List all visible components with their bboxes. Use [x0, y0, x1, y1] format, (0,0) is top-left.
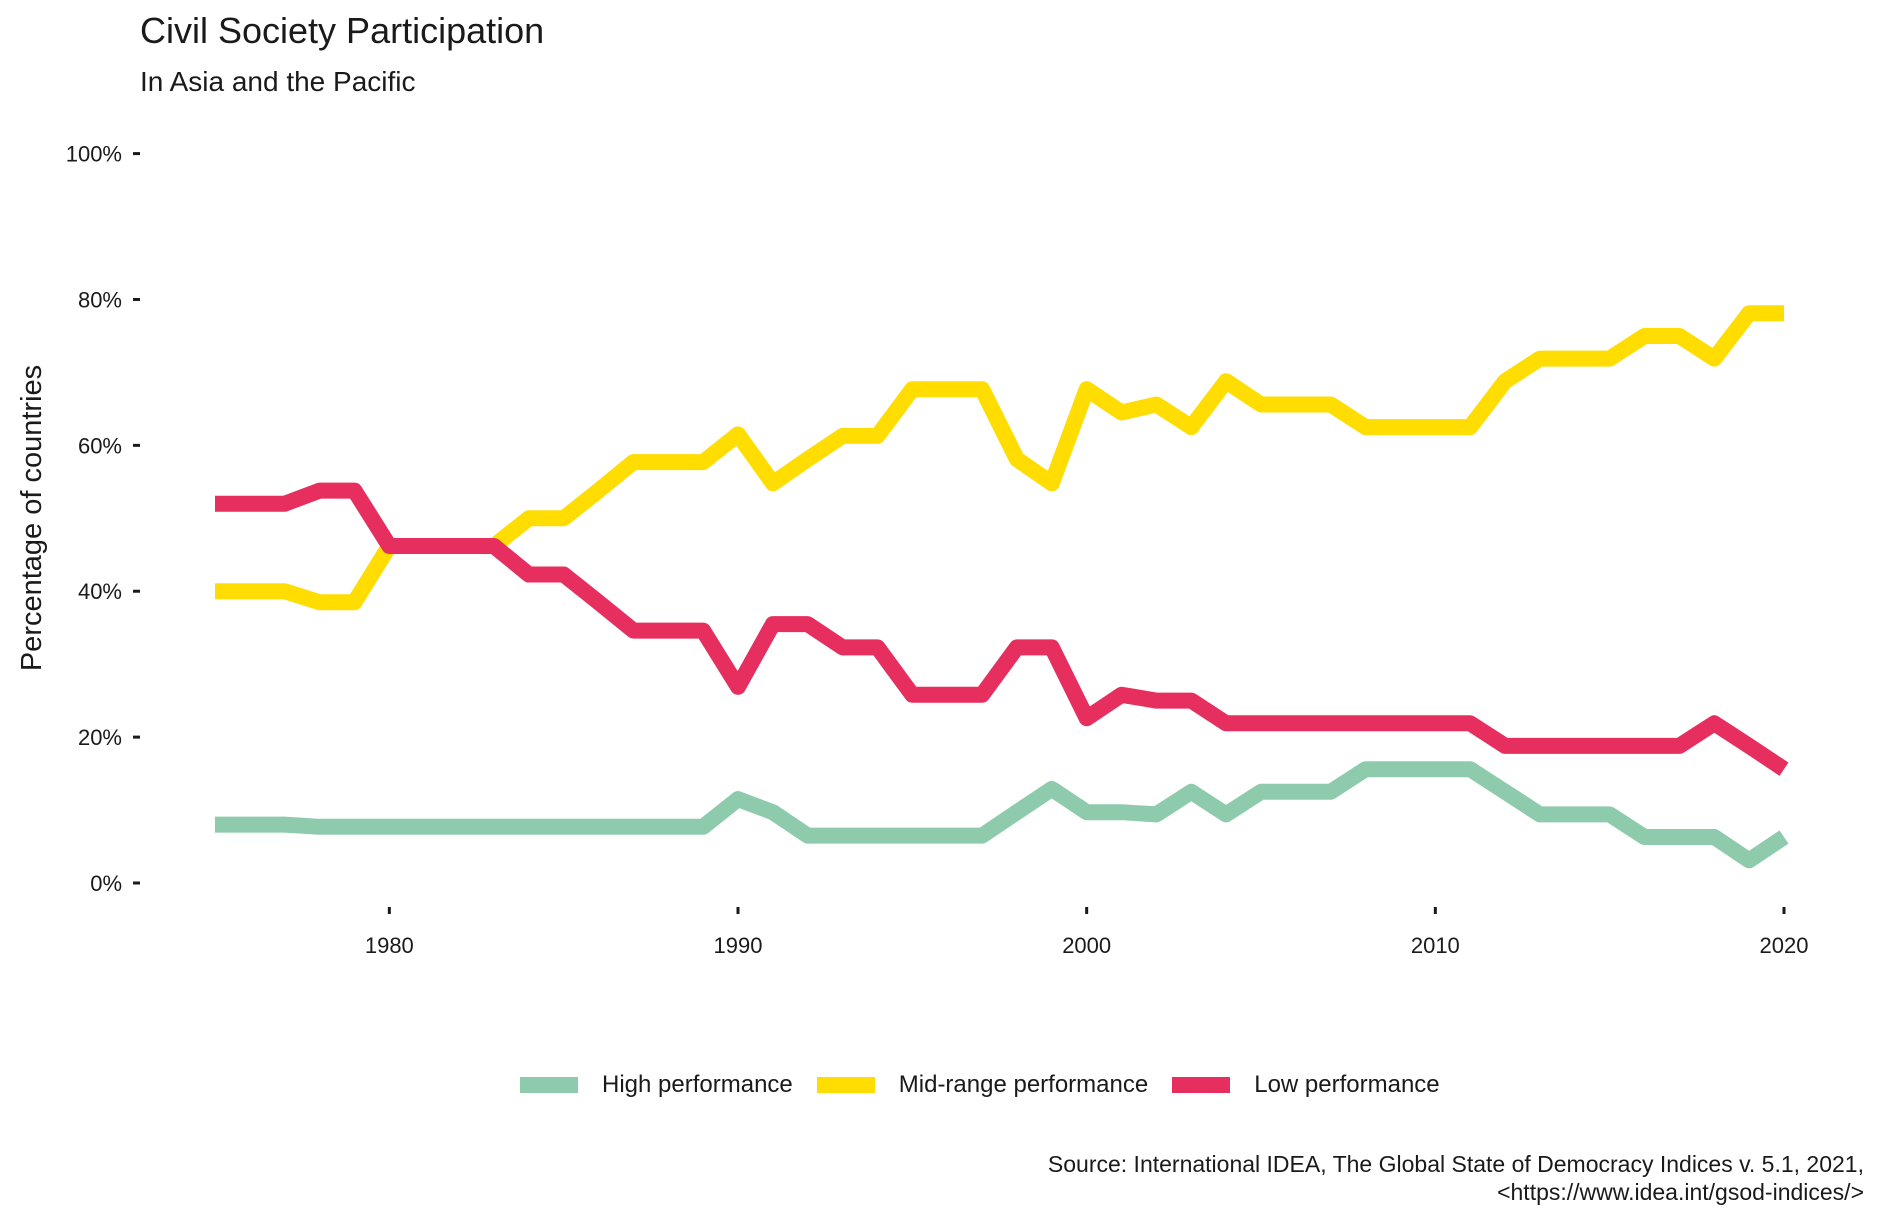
chart-title: Civil Society Participation — [140, 10, 545, 51]
legend-swatch-mid — [816, 1077, 875, 1093]
series-line-mid — [215, 305, 1784, 611]
x-tick-label: 1990 — [714, 933, 763, 958]
source-line-1: Source: International IDEA, The Global S… — [1047, 1151, 1864, 1177]
x-tick-label: 1980 — [365, 933, 414, 958]
source-line-2: <https://www.idea.int/gsod-indices/> — [1497, 1179, 1864, 1205]
x-tick-label: 2010 — [1411, 933, 1460, 958]
x-tick-label: 2000 — [1062, 933, 1111, 958]
source-note: Source: International IDEA, The Global S… — [1048, 1150, 1864, 1206]
y-tick-label: 60% — [78, 433, 122, 458]
legend-label-low: Low performance — [1254, 1071, 1440, 1098]
legend-swatch-low — [1172, 1077, 1231, 1093]
x-tick-label: 2020 — [1760, 933, 1809, 958]
x-axis: 1980 1990 2000 2010 2020 — [365, 907, 1809, 958]
y-axis: 0% 20% 40% 60% 80% 100% — [66, 142, 140, 896]
legend-label-mid: Mid-range performance — [898, 1071, 1149, 1098]
legend-item-mid: Mid-range performance — [816, 1071, 1149, 1099]
y-tick-label: 40% — [78, 579, 122, 604]
series-lines — [215, 305, 1789, 869]
y-tick-label: 100% — [66, 142, 122, 167]
legend: High performance Mid-range performance L… — [520, 1071, 1464, 1099]
legend-item-low: Low performance — [1172, 1071, 1440, 1099]
y-tick-label: 80% — [78, 287, 122, 312]
y-axis-label: Percentage of countries — [16, 365, 48, 671]
legend-item-high: High performance — [520, 1071, 793, 1099]
chart-subtitle: In Asia and the Pacific — [140, 66, 416, 97]
y-tick-label: 20% — [78, 725, 122, 750]
series-line-high — [215, 761, 1789, 869]
legend-swatch-high — [520, 1077, 578, 1093]
legend-label-high: High performance — [602, 1071, 793, 1098]
series-line-low — [215, 482, 1789, 776]
y-tick-label: 0% — [90, 871, 122, 896]
